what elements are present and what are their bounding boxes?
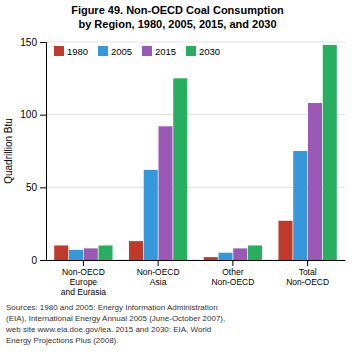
- x-tick-label: TotalNon-OECD: [286, 267, 329, 287]
- x-axis-line: [47, 260, 346, 261]
- bar: [158, 126, 172, 260]
- x-tick-mark: [83, 260, 84, 266]
- x-tick: TotalNon-OECD: [286, 260, 329, 287]
- x-tick-mark: [158, 260, 159, 266]
- y-axis: 0 50 100 150: [20, 37, 46, 266]
- bar: [84, 248, 98, 260]
- x-tick-label-line: Other: [222, 267, 243, 277]
- y-tick-label: 50: [26, 182, 38, 193]
- grid: [46, 42, 345, 260]
- subtitle: by Region, 1980, 2005, 2015, and 2030: [78, 18, 276, 30]
- bar: [129, 241, 143, 260]
- bar: [204, 257, 218, 260]
- bar-series: [69, 151, 307, 260]
- legend-label: 2015: [155, 46, 176, 57]
- y-tick-mark: [40, 187, 46, 188]
- bar: [248, 245, 262, 260]
- y-tick-label: 100: [20, 109, 37, 120]
- y-tick-label: 0: [31, 255, 37, 266]
- legend-swatch: [98, 46, 108, 56]
- legend-swatch: [186, 46, 196, 56]
- annotation: web site www.eia.doe.gov/iea. 2015 and 2…: [5, 325, 211, 334]
- bar: [144, 170, 158, 260]
- bar: [69, 250, 83, 260]
- y-axis-line: [40, 43, 47, 261]
- bar: [323, 45, 337, 260]
- y-tick-mark: [40, 260, 46, 261]
- legend-item: 1980: [54, 46, 88, 57]
- annotation: (EIA), International Energy Annual 2005 …: [6, 314, 225, 323]
- x-tick: OtherNon-OECD: [211, 260, 254, 287]
- annotation: Sources: 1980 and 2005: Energy Informati…: [6, 303, 218, 312]
- x-tick-label-line: Non-OECD: [137, 267, 180, 277]
- bar: [99, 245, 113, 260]
- x-tick-label: Non-OECDAsia: [137, 267, 180, 287]
- x-tick-label-line: Non-OECD: [62, 267, 105, 277]
- legend-label: 2030: [199, 46, 220, 57]
- title: Figure 49. Non-OECD Coal Consumption: [71, 4, 284, 16]
- x-tick-label-line: Asia: [150, 277, 167, 287]
- grid-line: [46, 114, 345, 115]
- legend: 1980 2005 2015 2030: [54, 46, 220, 57]
- bar-series: [99, 45, 337, 260]
- x-axis: Non-OECDEuropeand EurasiaNon-OECDAsiaOth…: [47, 260, 346, 297]
- annotation: Energy Projections Plus (2008).: [6, 336, 119, 345]
- y-axis-title: Quadrillion Btu: [3, 118, 14, 184]
- bar: [173, 78, 187, 260]
- plot: 050100150Non-OECDEuropeand EurasiaNon-OE…: [20, 37, 345, 297]
- bar: [278, 221, 292, 260]
- x-tick-label-line: Non-OECD: [211, 277, 254, 287]
- x-tick-label-line: Total: [299, 267, 317, 277]
- legend-item: 2030: [186, 46, 220, 57]
- legend-item: 2015: [142, 46, 176, 57]
- x-tick: Non-OECDEuropeand Eurasia: [61, 260, 107, 297]
- y-tick: 150: [20, 37, 46, 48]
- x-tick-label: Non-OECDEuropeand Eurasia: [61, 267, 107, 297]
- bar: [233, 248, 247, 260]
- bar: [54, 245, 68, 260]
- bar: [293, 151, 307, 260]
- legend-swatch: [142, 46, 152, 56]
- y-tick-mark: [40, 42, 46, 43]
- x-tick-label-line: and Eurasia: [61, 287, 107, 297]
- y-tick-mark: [40, 115, 46, 116]
- grid-line: [46, 42, 345, 43]
- x-tick-mark: [232, 260, 233, 266]
- legend-item: 2005: [98, 46, 132, 57]
- x-tick: Non-OECDAsia: [137, 260, 180, 287]
- chart: Figure 49. Non-OECD Coal Consumption by R…: [0, 0, 355, 360]
- legend-label: 2005: [111, 46, 132, 57]
- bar: [308, 103, 322, 260]
- x-tick-mark: [307, 260, 308, 266]
- bars: [54, 45, 337, 260]
- legend-swatch: [54, 46, 64, 56]
- legend-label: 1980: [67, 46, 88, 57]
- x-tick-label-line: Europe: [70, 277, 98, 287]
- y-tick-label: 150: [20, 37, 37, 48]
- x-tick-label: OtherNon-OECD: [211, 267, 254, 287]
- y-tick: 0: [31, 255, 46, 266]
- y-tick: 50: [26, 182, 46, 193]
- x-tick-label-line: Non-OECD: [286, 277, 329, 287]
- bar-series: [84, 103, 322, 260]
- y-tick: 100: [20, 109, 46, 120]
- bar: [218, 253, 232, 260]
